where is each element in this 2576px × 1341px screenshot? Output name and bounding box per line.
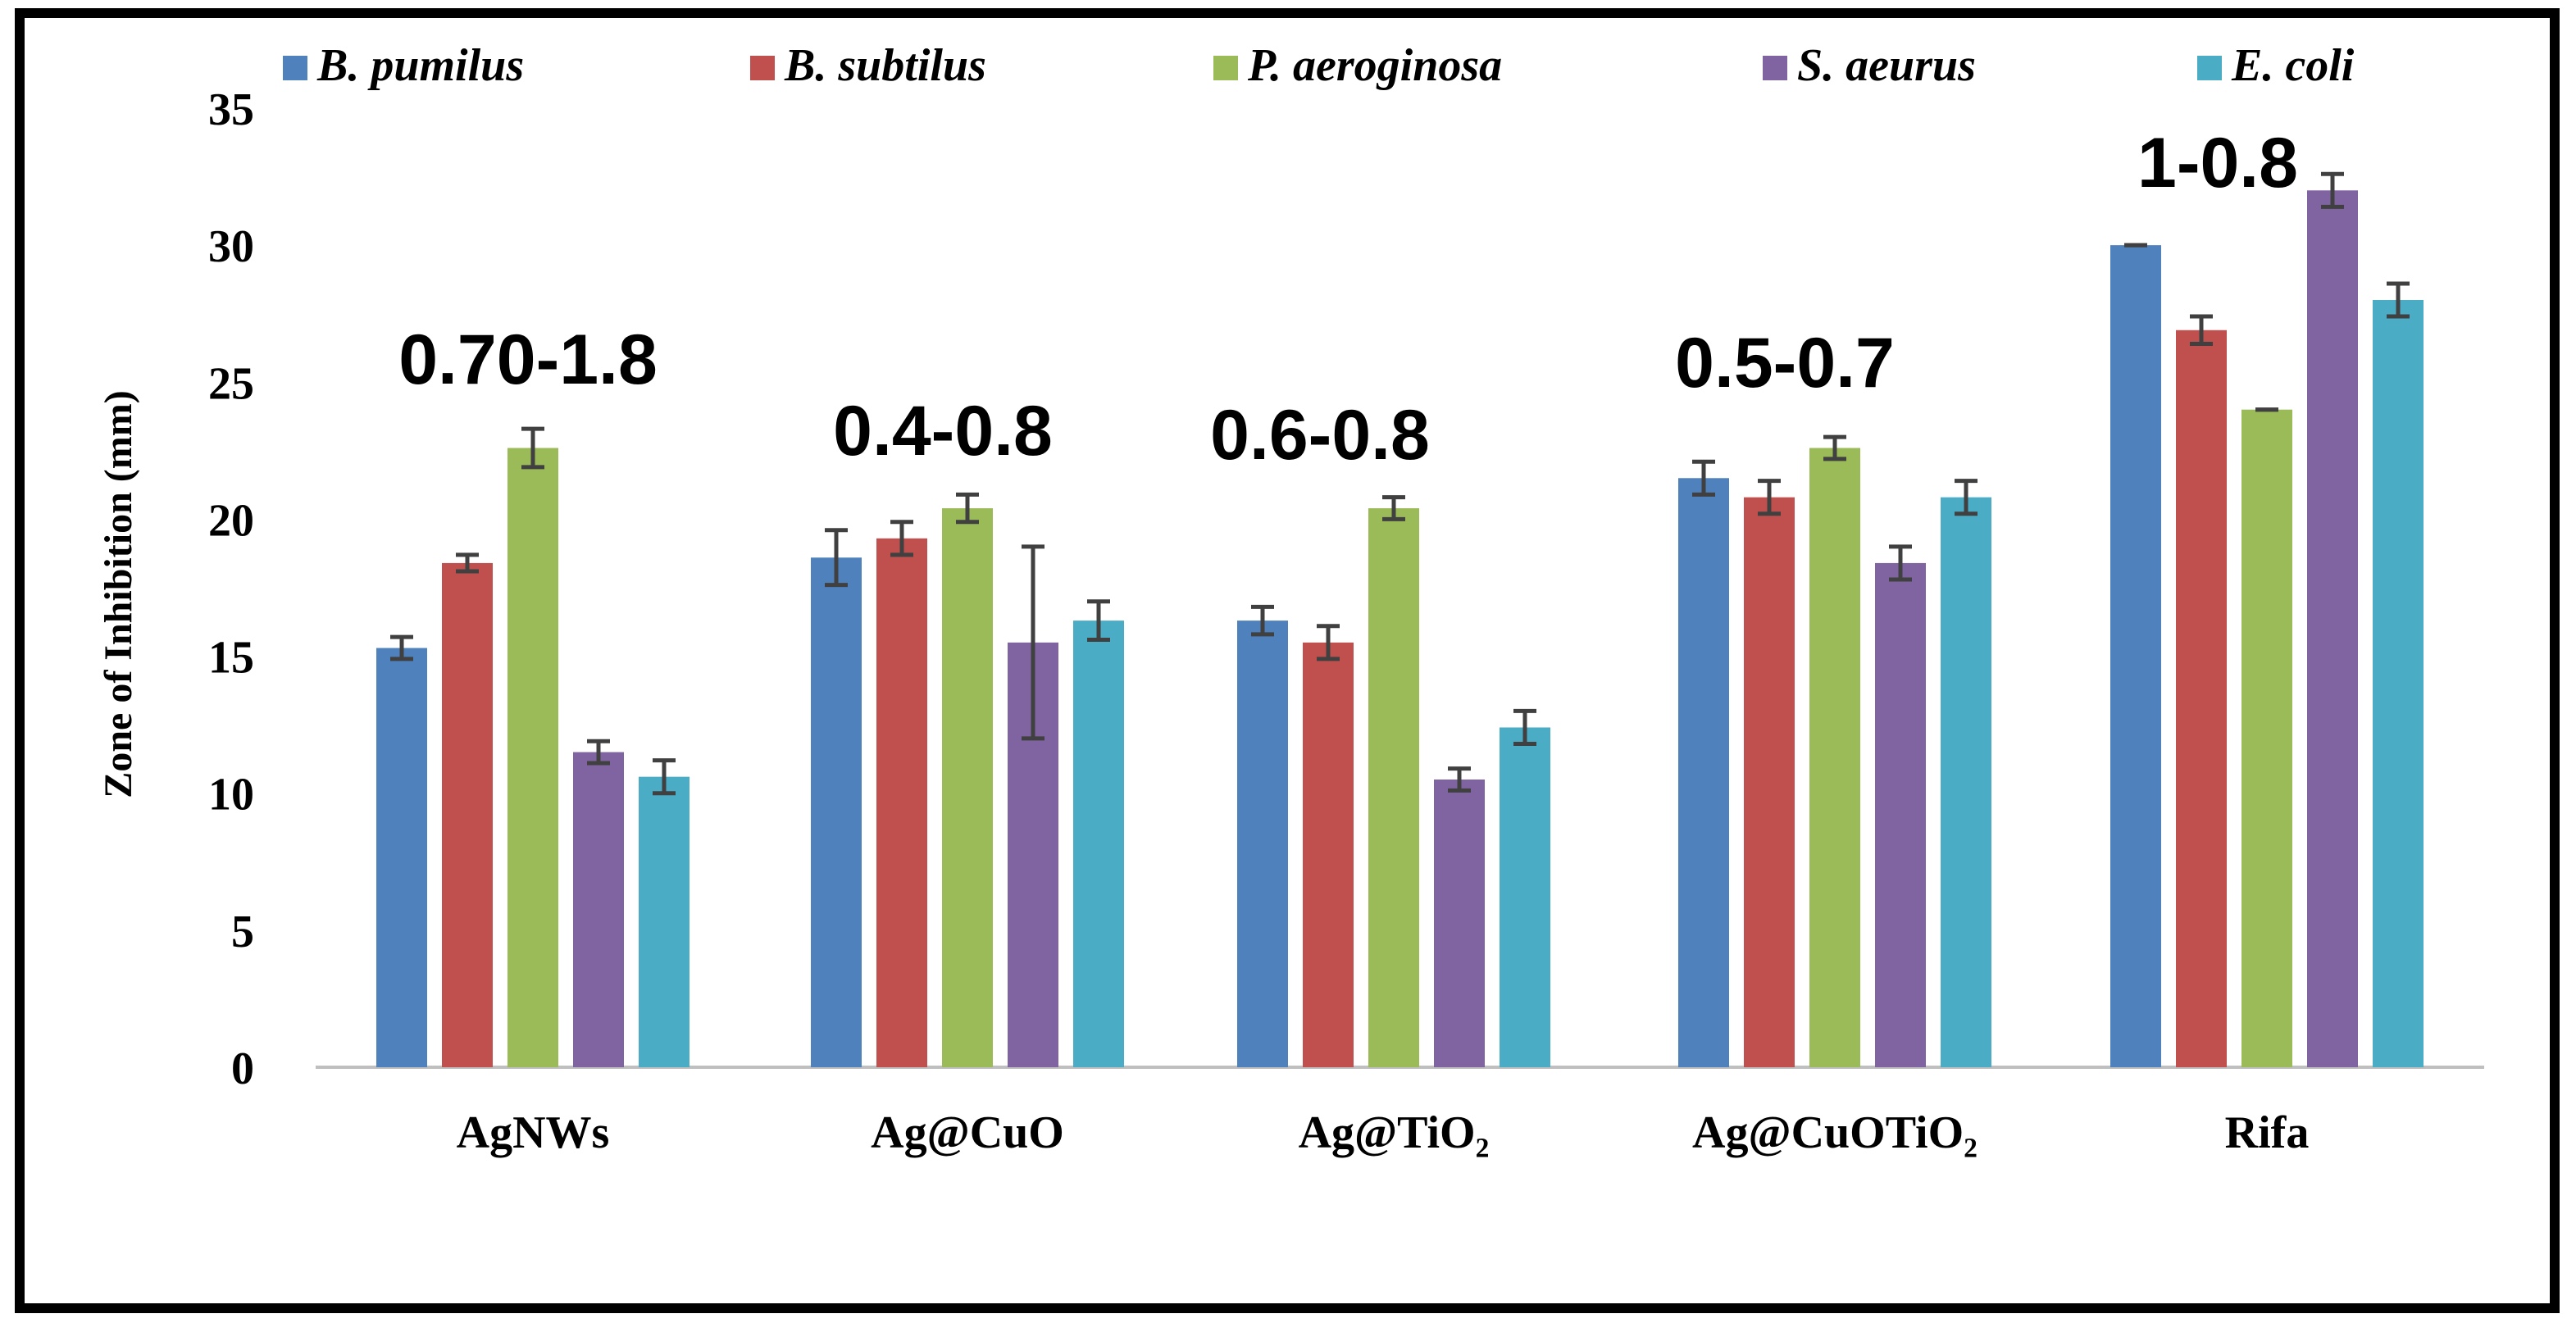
legend-label-e-coli: E. coli: [2231, 40, 2355, 91]
bar-rifa-p-aeroginosa: [2241, 409, 2292, 1067]
error-bar-agnws-b-subtilus: [456, 552, 479, 574]
error-bar-ag-cuo-b-pumilus: [825, 528, 848, 588]
annotations: 0.70-1.8 0.4-0.8 0.6-0.8 0.5-0.7 1-0.8: [398, 124, 2298, 475]
error-bar-ag-cuo-e-coli: [1087, 599, 1110, 643]
error-bar-ag-tio-p-aeroginosa: [1382, 495, 1405, 521]
y-tick-labels: 0 5 10 15 20 25 30 35: [208, 84, 254, 1094]
error-bar-ag-cuotio-s-aeurus: [1889, 544, 1912, 582]
legend-swatch-p-aeroginosa: [1213, 56, 1238, 80]
legend-swatch-b-subtilus: [750, 56, 775, 80]
bar-ag-tio-p-aeroginosa: [1368, 508, 1419, 1067]
legend-label-b-subtilus: B. subtilus: [784, 40, 986, 91]
error-bar-ag-cuotio-b-subtilus: [1758, 479, 1781, 516]
y-tick-label-0: 0: [231, 1043, 254, 1094]
y-tick-label-20: 20: [208, 495, 254, 546]
bar-ag-tio-e-coli: [1500, 727, 1550, 1067]
error-bar-rifa-b-subtilus: [2190, 314, 2213, 346]
x-tick-labels: AgNWs Ag@CuO Ag@TiO₂ Ag@CuOTiO₂ Rifa: [457, 1107, 2310, 1158]
y-tick-label-5: 5: [231, 907, 254, 957]
y-tick-label-35: 35: [208, 84, 254, 135]
bar-ag-cuotio-b-pumilus: [1678, 478, 1729, 1067]
error-bar-ag-cuotio-b-pumilus: [1692, 459, 1715, 497]
y-axis-label: Zone of Inhibition (mm): [97, 390, 140, 798]
bar-ag-cuo-b-pumilus: [811, 557, 862, 1067]
bars: [376, 190, 2424, 1068]
error-bar-ag-cuotio-e-coli: [1955, 479, 1978, 516]
error-bar-ag-cuo-s-aeurus: [1022, 544, 1045, 741]
y-tick-label-15: 15: [208, 633, 254, 684]
bar-rifa-s-aeurus: [2307, 190, 2358, 1067]
error-bar-ag-tio-b-subtilus: [1317, 624, 1340, 661]
x-tick-label-rifa: Rifa: [2225, 1107, 2310, 1158]
bar-ag-tio-b-subtilus: [1303, 642, 1354, 1067]
bar-ag-cuotio-p-aeroginosa: [1809, 448, 1860, 1067]
x-tick-label-agnws: AgNWs: [457, 1107, 610, 1158]
bar-ag-cuotio-b-subtilus: [1744, 497, 1795, 1067]
legend-label-p-aeroginosa: P. aeroginosa: [1247, 40, 1502, 91]
bar-agnws-p-aeroginosa: [507, 448, 558, 1067]
error-bar-ag-cuo-p-aeroginosa: [956, 492, 979, 525]
legend: B. pumilus B. subtilus P. aeroginosa S. aeu…: [283, 40, 2355, 91]
bar-ag-cuotio-e-coli: [1941, 497, 1991, 1067]
x-tick-label-ag-cuotio: Ag@CuOTiO₂: [1692, 1107, 1978, 1158]
legend-swatch-e-coli: [2197, 56, 2222, 80]
error-bars: [390, 171, 2410, 796]
annotation-5: 1-0.8: [2137, 124, 2298, 202]
annotation-4: 0.5-0.7: [1675, 324, 1895, 402]
legend-swatch-s-aeurus: [1763, 56, 1787, 80]
error-bar-rifa-e-coli: [2387, 281, 2410, 319]
error-bar-ag-tio-e-coli: [1513, 708, 1536, 747]
error-bar-agnws-b-pumilus: [390, 634, 413, 661]
error-bar-ag-cuotio-p-aeroginosa: [1823, 434, 1846, 461]
annotation-3: 0.6-0.8: [1210, 396, 1430, 475]
bar-ag-tio-s-aeurus: [1434, 780, 1485, 1067]
bar-agnws-s-aeurus: [573, 752, 624, 1067]
error-bar-agnws-p-aeroginosa: [521, 426, 544, 470]
legend-swatch-b-pumilus: [283, 56, 307, 80]
x-tick-label-ag-tio: Ag@TiO₂: [1299, 1107, 1490, 1158]
bar-agnws-b-subtilus: [442, 562, 493, 1067]
legend-label-b-pumilus: B. pumilus: [316, 40, 524, 91]
bar-rifa-e-coli: [2373, 300, 2424, 1067]
error-bar-rifa-s-aeurus: [2321, 171, 2344, 209]
bar-agnws-e-coli: [639, 776, 690, 1067]
y-tick-label-10: 10: [208, 770, 254, 821]
error-bar-ag-cuo-b-subtilus: [890, 520, 913, 557]
bar-ag-cuo-p-aeroginosa: [942, 508, 993, 1067]
y-tick-label-25: 25: [208, 358, 254, 409]
bar-rifa-b-pumilus: [2110, 245, 2161, 1068]
legend-label-s-aeurus: S. aeurus: [1797, 40, 1976, 91]
bar-ag-tio-b-pumilus: [1237, 620, 1288, 1067]
annotation-1: 0.70-1.8: [398, 320, 658, 399]
bar-ag-cuo-e-coli: [1073, 620, 1124, 1067]
error-bar-agnws-e-coli: [653, 758, 676, 796]
x-tick-label-ag-cuo: Ag@CuO: [871, 1107, 1064, 1158]
bar-ag-cuo-b-subtilus: [876, 538, 927, 1067]
bar-agnws-b-pumilus: [376, 648, 427, 1067]
bar-rifa-b-subtilus: [2176, 330, 2227, 1067]
error-bar-ag-tio-b-pumilus: [1251, 604, 1274, 637]
annotation-2: 0.4-0.8: [833, 392, 1053, 470]
error-bar-agnws-s-aeurus: [587, 739, 610, 766]
y-tick-label-30: 30: [208, 221, 254, 272]
error-bar-ag-tio-s-aeurus: [1448, 766, 1471, 793]
bar-ag-cuotio-s-aeurus: [1875, 562, 1926, 1067]
